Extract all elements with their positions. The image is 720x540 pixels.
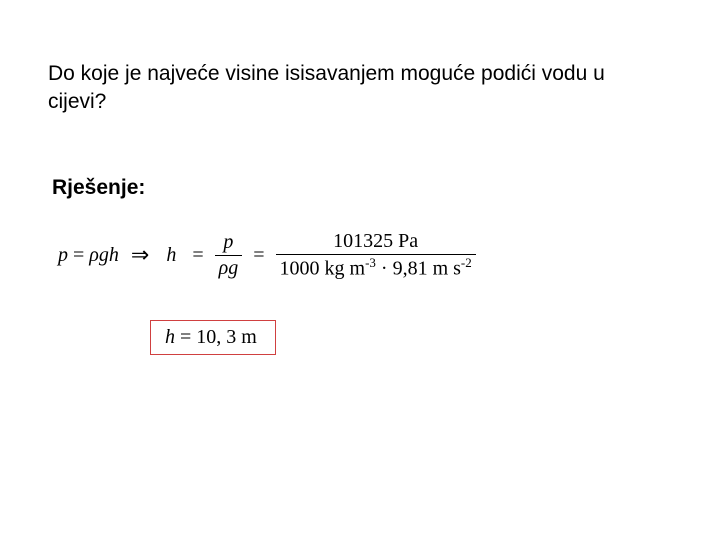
answer-eq: = (175, 326, 196, 348)
answer-box: h = 10, 3 m (150, 320, 276, 355)
frac1-den-g: g (228, 257, 238, 279)
implies-arrow: ⇒ (131, 242, 149, 268)
frac2-den: 1000 kg m-3 · 9,81 m s-2 (276, 254, 476, 281)
frac2-den-unit2a: m s (433, 258, 461, 280)
frac2-den-val1: 1000 (280, 258, 320, 280)
answer-h: h (165, 326, 175, 348)
question-text: Do koje je najveće visine isisavanjem mo… (48, 60, 648, 117)
frac2-den-exp2: -2 (461, 255, 472, 270)
frac1-den: ρg (215, 255, 243, 280)
frac2-den-unit1a: kg m (325, 258, 366, 280)
frac2-den-dot: · (381, 258, 388, 280)
frac2-num-unit: Pa (398, 230, 418, 252)
eq-sign-1: = (192, 244, 203, 267)
eq-sign: = (68, 244, 89, 266)
frac2-den-exp1: -3 (365, 255, 376, 270)
frac2-den-val2: 9,81 (393, 258, 428, 280)
var-rho: ρ (89, 244, 99, 266)
fraction-2: 101325 Pa 1000 kg m-3 · 9,81 m s-2 (276, 230, 476, 281)
formula-row: p = ρgh ⇒ h = p ρg = 101325 Pa 1000 kg m… (58, 230, 476, 281)
var-gh: gh (99, 244, 119, 266)
solution-label: Rješenje: (52, 176, 145, 200)
var-p: p (58, 244, 68, 266)
frac2-num: 101325 Pa (329, 230, 422, 254)
frac1-den-rho: ρ (219, 257, 229, 279)
frac2-num-val: 101325 (333, 230, 393, 252)
var-h: h (166, 244, 176, 267)
frac1-num: p (219, 231, 237, 255)
eq-sign-2: = (253, 244, 264, 267)
formula-lhs: p = ρgh (58, 244, 119, 267)
fraction-1: p ρg (215, 231, 243, 280)
answer-val: 10, 3 m (196, 326, 257, 348)
